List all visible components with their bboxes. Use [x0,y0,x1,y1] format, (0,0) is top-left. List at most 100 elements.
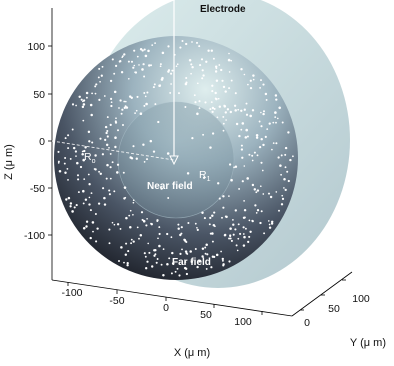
neuron-dot [278,210,280,212]
neuron-dot [64,163,66,165]
neuron-dot [229,227,232,230]
electrode-label: Electrode [200,4,246,15]
neuron-dot [265,93,267,95]
neuron-dot [249,231,251,233]
neuron-dot [217,182,219,184]
neuron-dot [67,134,69,136]
neuron-dot [247,135,249,137]
neuron-dot [65,137,67,139]
neuron-dot [191,41,193,43]
neuron-dot [110,153,112,155]
neuron-dot [205,253,207,255]
neuron-dot [222,116,224,118]
neuron-dot [225,119,227,121]
neuron-dot [218,64,220,66]
neuron-dot [254,204,256,206]
y-tick-label: 100 [352,293,370,305]
neuron-dot [140,234,143,237]
neuron-dot [89,197,91,199]
neuron-dot [222,258,224,260]
neuron-dot [185,250,187,252]
neuron-dot [163,248,165,250]
neuron-dot [239,233,241,235]
neuron-dot [252,109,254,111]
neuron-dot [129,226,132,229]
neuron-dot [189,250,192,253]
neuron-dot [242,180,244,182]
neuron-dot [185,83,188,86]
neuron-dot [91,141,93,143]
y-axis: 0 50 100 Y (μ m) [292,272,386,349]
neuron-dot [232,224,234,226]
neuron-dot [282,198,284,200]
neuron-dot [271,149,273,151]
neuron-dot [123,101,125,103]
neuron-dot [259,121,261,123]
neuron-dot [134,112,136,114]
neuron-dot [68,197,71,200]
neuron-dot [181,40,183,42]
neuron-dot [117,164,119,166]
neuron-dot [280,174,282,176]
neuron-dot [250,80,252,82]
neuron-dot [262,144,264,146]
neuron-dot [154,103,156,105]
neuron-dot [134,71,136,73]
neuron-dot [228,195,230,197]
neuron-dot [219,106,221,108]
neuron-dot [287,131,289,133]
neuron-dot [262,193,264,195]
neuron-dot [146,218,148,220]
neuron-dot [126,106,128,108]
z-tick-label: 100 [27,41,45,53]
neuron-dot [229,71,231,73]
neuron-dot [98,68,100,70]
neuron-dot [221,80,223,82]
neuron-dot [113,73,115,75]
neuron-dot [268,193,270,195]
neuron-dot [99,138,101,140]
neuron-dot [275,142,277,144]
neuron-dot [142,144,144,146]
neuron-dot [150,140,153,143]
neuron-dot [148,64,150,66]
neuron-dot [201,211,203,213]
neuron-dot [154,42,156,44]
neuron-dot [228,87,230,89]
neuron-dot [120,246,123,249]
neuron-dot [197,229,199,231]
neuron-dot [248,154,250,156]
neuron-dot [249,220,251,222]
neuron-dot [181,226,183,228]
neuron-dot [262,113,264,115]
neuron-dot [113,190,115,192]
neuron-dot [252,184,254,186]
neuron-dot [185,43,187,45]
neuron-dot [106,130,108,132]
neuron-dot [145,256,147,258]
neuron-dot [260,112,262,114]
neuron-dot [83,99,85,101]
neuron-dot [123,262,125,264]
neuron-dot [234,228,236,230]
neuron-dot [213,212,215,214]
neuron-dot [115,65,117,67]
neuron-dot [243,226,245,228]
neuron-dot [243,200,245,202]
neuron-dot [143,76,145,78]
neuron-dot [118,107,120,109]
neuron-dot [121,56,123,58]
neuron-dot [194,94,196,96]
neuron-dot [146,91,148,93]
neuron-dot [94,154,96,156]
neuron-dot [256,136,258,138]
neuron-dot [119,60,121,62]
neuron-dot [216,80,218,82]
neuron-dot [94,85,96,87]
z-tick-label: -100 [24,230,45,242]
neuron-dot [143,105,145,107]
neuron-dot [223,86,225,88]
neuron-dot [81,99,83,101]
neuron-dot [128,78,130,80]
